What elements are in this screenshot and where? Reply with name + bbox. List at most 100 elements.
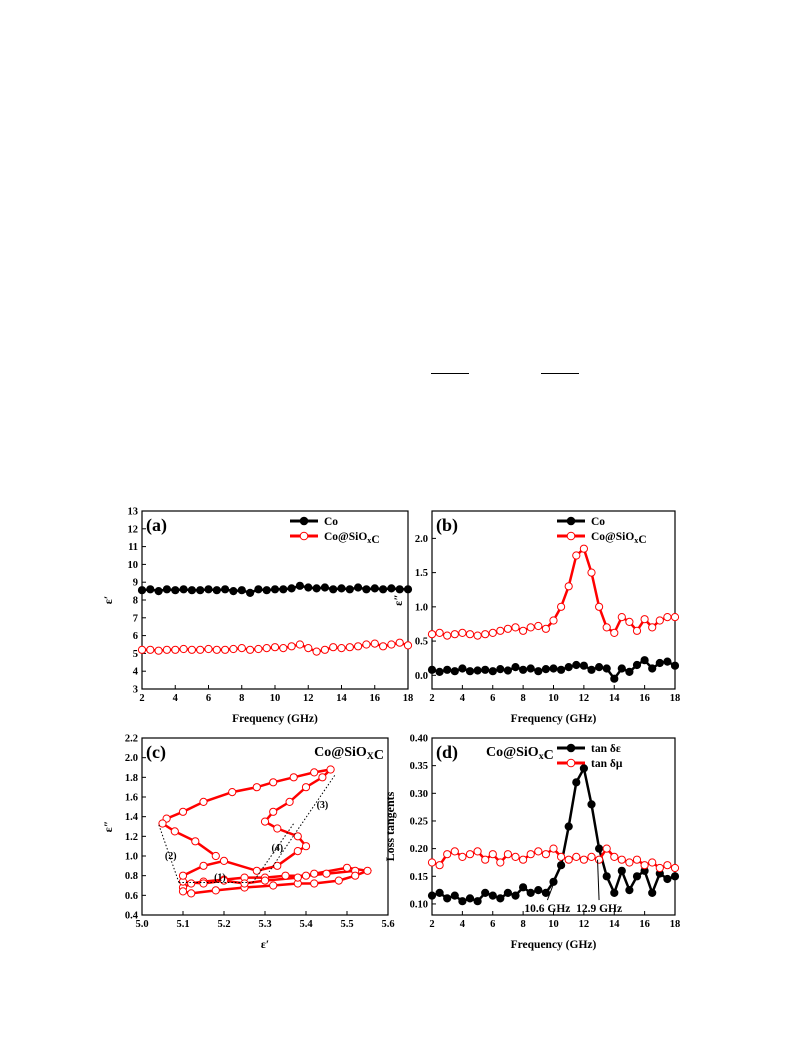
legend-swatch-marker — [566, 743, 576, 753]
panel-label: (a) — [146, 515, 167, 536]
y-tick-label: 13 — [128, 507, 139, 518]
data-point — [301, 842, 311, 851]
data-point — [511, 891, 520, 900]
data-point — [337, 644, 346, 653]
data-point — [617, 664, 626, 673]
data-point — [334, 876, 343, 885]
legend-label: tan δμ — [591, 758, 623, 770]
data-point — [427, 630, 437, 639]
data-point — [564, 855, 573, 864]
y-tick-label: 0.15 — [410, 872, 428, 883]
data-point — [465, 894, 475, 903]
panel-d-chart: 2 4 6 8 10 12 14 16 18 0.10 0.15 0.20 0.25 0.30 0.35 0.… — [383, 734, 680, 952]
data-point — [617, 855, 626, 864]
data-point — [602, 844, 611, 853]
y-tick-label: 3 — [133, 685, 138, 696]
data-point — [312, 584, 321, 593]
x-tick-label: 10 — [548, 693, 559, 704]
equation-rule-left — [431, 373, 469, 374]
data-point — [179, 644, 188, 654]
data-point — [154, 587, 163, 596]
data-point — [602, 664, 611, 673]
data-point — [549, 664, 558, 673]
data-point — [663, 874, 672, 884]
data-point — [443, 850, 452, 859]
data-point — [579, 661, 589, 670]
data-point — [663, 861, 672, 870]
annotation-arrow — [546, 859, 564, 901]
data-point — [363, 866, 372, 875]
x-tick-label: 2 — [139, 693, 144, 704]
data-point — [362, 585, 371, 594]
data-point — [387, 584, 396, 593]
data-point — [146, 645, 155, 654]
x-tick-label: 6 — [206, 693, 211, 704]
data-point — [632, 855, 642, 864]
annotation-arrow — [597, 859, 600, 901]
data-point — [625, 886, 634, 895]
data-point — [481, 630, 490, 639]
panel-label: (d) — [436, 742, 458, 763]
data-point — [289, 773, 298, 782]
y-tick-label: 1.6 — [125, 793, 138, 804]
data-point — [632, 660, 642, 670]
data-point — [572, 660, 581, 670]
y-tick-label: 0.25 — [410, 816, 428, 827]
data-point — [587, 800, 596, 809]
y-tick-label: 6 — [133, 631, 138, 642]
data-point — [228, 788, 237, 797]
data-point — [465, 667, 475, 676]
data-point — [632, 626, 642, 635]
data-point — [178, 887, 188, 896]
x-tick-label: 18 — [670, 919, 681, 930]
data-point — [648, 664, 657, 673]
data-point — [427, 891, 437, 900]
x-tick-label: 16 — [639, 919, 650, 930]
data-point — [670, 613, 680, 622]
y-tick-label: 0.6 — [125, 891, 138, 902]
data-point — [254, 585, 263, 594]
y-tick-label: 4 — [133, 667, 139, 678]
panel-a-chart: 2 4 6 8 10 12 14 16 18 3 4 5 6 7 8 9 10 11 12 13 Frequency (… — [101, 507, 413, 726]
data-point — [572, 778, 581, 787]
data-point — [187, 645, 196, 654]
chart-title: Co@SiOXC — [314, 745, 384, 763]
x-tick-label: 10 — [548, 919, 559, 930]
data-point — [403, 585, 413, 594]
y-tick-label: 0.4 — [125, 911, 139, 922]
x-tick-label: 5.5 — [340, 919, 353, 930]
data-point — [312, 647, 321, 656]
legend-swatch-marker — [299, 516, 309, 526]
legend-label: Co@SiOxC — [324, 531, 380, 546]
data-point — [295, 640, 304, 649]
data-point — [458, 628, 467, 638]
data-point — [262, 644, 271, 653]
data-point — [137, 586, 147, 595]
data-point — [473, 897, 482, 906]
data-point — [526, 664, 535, 673]
data-point — [301, 783, 311, 792]
x-tick-label: 6 — [490, 693, 495, 704]
data-point — [354, 642, 363, 651]
data-point — [473, 631, 482, 640]
y-tick-label: 1.0 — [415, 602, 428, 613]
data-point — [435, 888, 444, 898]
x-tick-label: 14 — [336, 693, 347, 704]
plot-frame — [141, 737, 389, 916]
x-tick-label: 14 — [609, 693, 620, 704]
data-point — [293, 832, 302, 841]
data-point — [503, 624, 512, 633]
x-axis-label: ε′ — [261, 939, 269, 951]
x-tick-label: 5.2 — [217, 919, 230, 930]
legend-label: Co — [591, 516, 605, 528]
data-point — [655, 658, 664, 668]
x-tick-label: 4 — [460, 919, 466, 930]
data-point — [273, 824, 282, 833]
data-point — [179, 585, 188, 594]
data-point — [519, 855, 528, 864]
x-tick-label: 10 — [270, 693, 281, 704]
data-point — [229, 587, 238, 596]
data-point — [301, 871, 311, 880]
data-point — [564, 822, 573, 831]
